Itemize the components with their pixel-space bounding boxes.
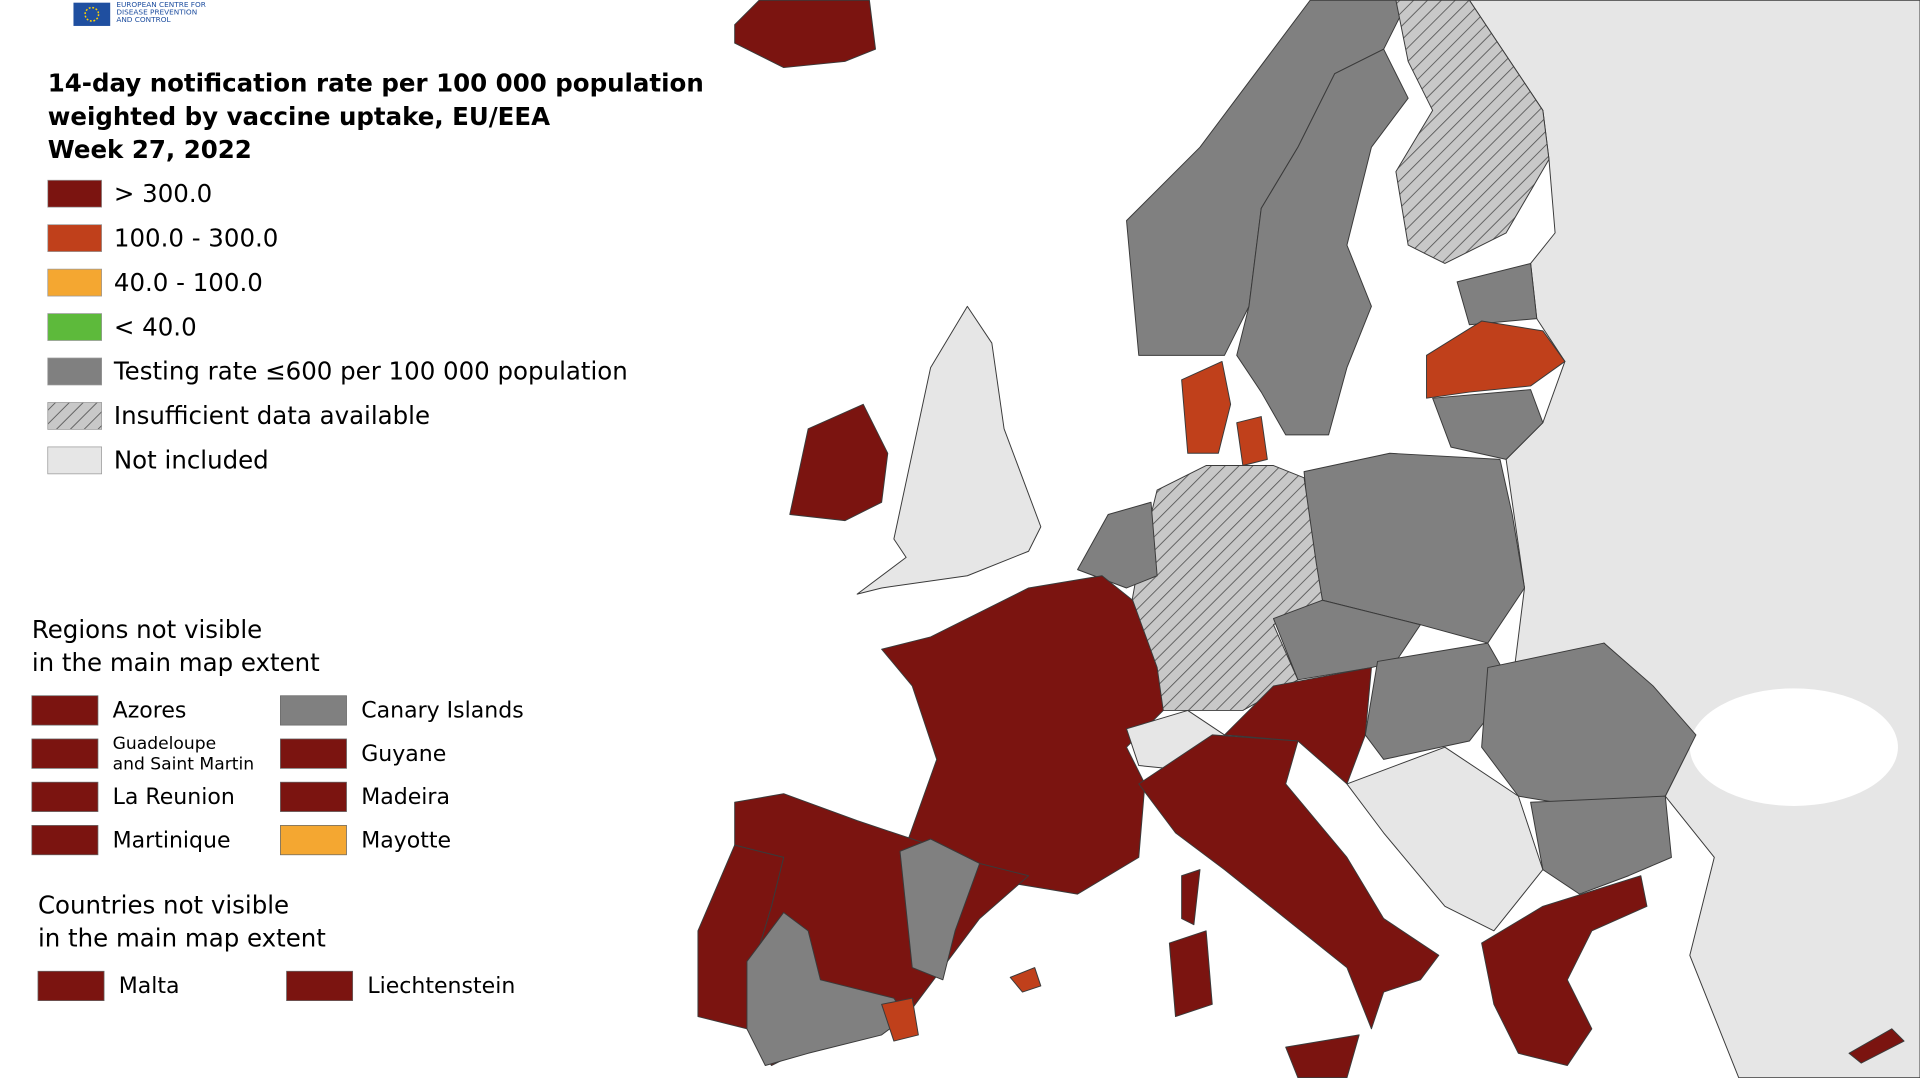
legend-label: 100.0 - 300.0 (114, 223, 278, 252)
ireland (789, 403, 889, 522)
legend-label: > 300.0 (114, 179, 212, 208)
region-swatch (31, 695, 99, 726)
black-sea (1689, 688, 1898, 806)
map-shapes (697, 0, 1920, 1078)
region-label: Canary Islands (361, 699, 523, 724)
region-swatch (280, 781, 347, 812)
region-swatch (286, 970, 354, 1001)
latvia (1426, 320, 1566, 399)
greece (1481, 875, 1648, 1067)
legend-swatch (47, 179, 102, 208)
legend-label: Insufficient data available (114, 401, 430, 430)
spain-east-grey (899, 838, 981, 981)
legend-swatch (47, 357, 102, 386)
cyprus (1848, 1028, 1905, 1064)
legend-title: weighted by vaccine uptake, EU/EEA (48, 102, 550, 131)
uk (856, 305, 1042, 595)
region-swatch (280, 825, 347, 856)
portugal (697, 844, 785, 1030)
logo-text: DISEASE PREVENTION (116, 7, 197, 16)
legend-swatch (47, 402, 102, 430)
iceland (734, 0, 876, 69)
denmark (1181, 360, 1232, 454)
sardinia (1168, 930, 1213, 1018)
region-label: Madeira (361, 785, 450, 810)
legend-label: Not included (114, 446, 269, 475)
legend-swatch (47, 446, 102, 475)
ecdc-logo (73, 2, 111, 26)
corsica (1181, 869, 1201, 926)
region-swatch (280, 695, 347, 726)
sweden (1236, 48, 1409, 436)
non-included-east (1468, 0, 1920, 1078)
legend-label: < 40.0 (114, 312, 197, 341)
region-label: Liechtenstein (367, 974, 515, 999)
logo-text: AND CONTROL (116, 15, 171, 24)
region-swatch (31, 781, 99, 812)
italy (1138, 734, 1440, 1030)
legend-label: Testing rate ≤600 per 100 000 population (113, 357, 628, 386)
region-swatch (31, 738, 99, 769)
lithuania (1432, 389, 1544, 460)
legend-title: 14-day notification rate per 100 000 pop… (48, 69, 704, 98)
balearic (1009, 967, 1042, 993)
region-label: Azores (113, 699, 187, 724)
estonia (1456, 263, 1538, 326)
region-swatch (31, 825, 99, 856)
section-title: Regions not visible (32, 615, 262, 644)
eu-flag (73, 2, 111, 26)
section-title: in the main map extent (32, 648, 320, 677)
region-label: La Reunion (113, 785, 235, 810)
region-label: Guyane (361, 742, 446, 767)
legend-label: 40.0 - 100.0 (114, 268, 263, 297)
section-title: Countries not visible (38, 890, 289, 919)
region-label: Martinique (113, 828, 231, 853)
legend-swatch (47, 224, 102, 252)
eu-stars (84, 6, 100, 22)
balkans (1346, 746, 1544, 932)
murcia (881, 997, 919, 1042)
denmark-islands (1236, 416, 1268, 467)
region-swatch (280, 738, 347, 769)
region-swatch (37, 970, 105, 1001)
region-label: Mayotte (361, 828, 451, 853)
finland (1395, 0, 1550, 264)
sicily (1285, 1034, 1360, 1078)
logo-text: EUROPEAN CENTRE FOR (116, 0, 206, 9)
bulgaria (1530, 795, 1672, 895)
legend-swatch (47, 313, 102, 341)
section-title: in the main map extent (38, 923, 326, 952)
legend-title: Week 27, 2022 (48, 135, 252, 164)
legend-swatch (47, 268, 102, 297)
benelux (1077, 501, 1158, 589)
region-label: Guadeloupe and Saint Martin (113, 734, 254, 775)
region-label: Malta (119, 974, 180, 999)
